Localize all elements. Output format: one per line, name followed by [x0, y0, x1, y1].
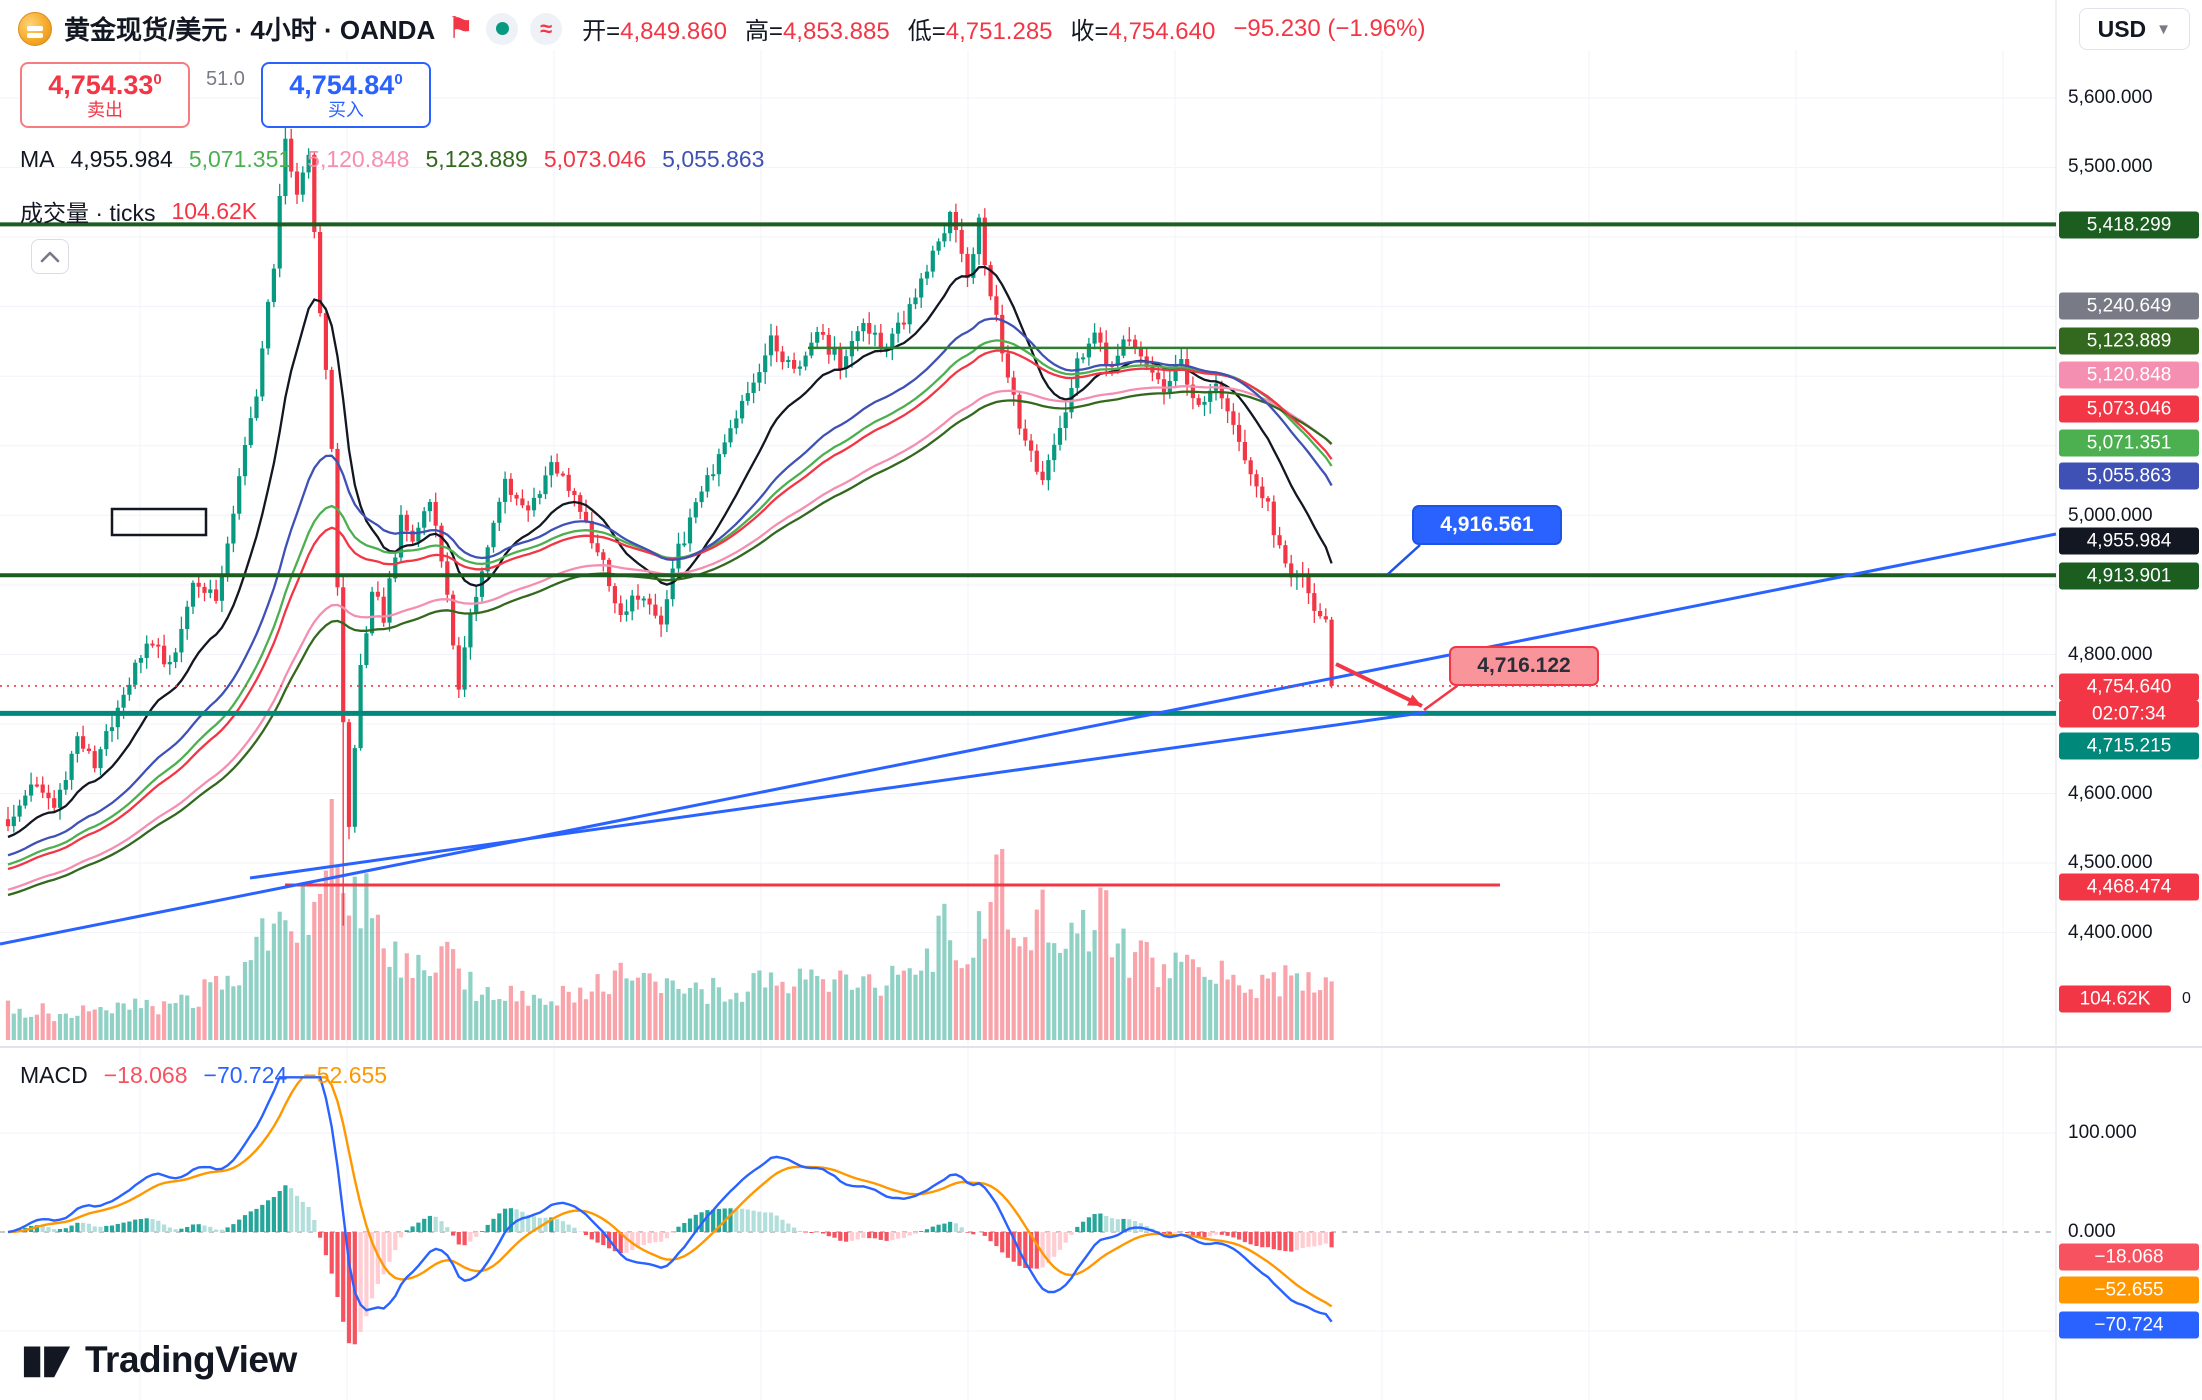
- axis-price-label: 5,055.863: [2059, 462, 2199, 490]
- tradingview-logo[interactable]: TradingView: [22, 1336, 297, 1384]
- market-status-icon: [486, 12, 519, 45]
- symbol-title: 黄金现货/美元 · 4小时 · OANDA: [64, 15, 436, 45]
- low-value: 4,751.285: [945, 18, 1053, 45]
- open-value: 4,849.860: [620, 18, 727, 45]
- macd-legend-values: −18.068 −70.724 −52.655: [104, 1062, 387, 1089]
- sell-label: 卖出: [87, 100, 123, 121]
- currency-label: USD: [2097, 15, 2147, 42]
- axis-price-label: 4,754.640: [2059, 673, 2199, 701]
- axis-tick: 0.000: [2068, 1221, 2116, 1242]
- macd-values-item: −18.068: [103, 1062, 188, 1088]
- ma-legend-label: MA: [20, 146, 55, 172]
- price-callout[interactable]: 4,916.561: [1412, 505, 1562, 545]
- open-label: 开=: [582, 18, 621, 45]
- chart-legend-header[interactable]: 黄金现货/美元 · 4小时 · OANDA ⚑ ≈ 开=4,849.860 高=…: [18, 10, 1425, 47]
- axis-price-label: −52.655: [2059, 1276, 2199, 1304]
- axis-price-label: 4,913.901: [2059, 562, 2199, 590]
- macd-legend-label: MACD: [20, 1062, 88, 1088]
- chevron-up-icon: [40, 251, 60, 262]
- axis-price-label: 4,468.474: [2059, 873, 2199, 901]
- axis-price-label: 5,418.299: [2059, 211, 2199, 239]
- axis-tick: 100.000: [2068, 1122, 2137, 1143]
- volume-legend[interactable]: 成交量 · ticks 104.62K: [20, 194, 257, 228]
- high-value: 4,853.885: [782, 18, 890, 45]
- volume-legend-label: 成交量 · ticks: [20, 200, 156, 226]
- ma-values-item: 5,071.351: [188, 146, 292, 172]
- axis-tick: 5,600.000: [2068, 87, 2153, 108]
- macd-values-item: −52.655: [303, 1062, 388, 1088]
- macd-legend[interactable]: MACD −18.068 −70.724 −52.655: [20, 1062, 387, 1089]
- flag-icon: ⚑: [447, 11, 475, 45]
- axis-price-label: 4,715.215: [2059, 732, 2199, 760]
- change-readout: −95.230 (−1.96%): [1233, 14, 1426, 42]
- axis-price-label: −70.724: [2059, 1311, 2199, 1339]
- sell-price: 4,754.33: [48, 69, 154, 100]
- buy-price: 4,754.84: [289, 69, 395, 100]
- axis-tick: 5,500.000: [2068, 156, 2153, 177]
- ma-values-item: 5,055.863: [662, 146, 765, 172]
- axis-tick: 5,000.000: [2068, 505, 2153, 526]
- axis-tick: 4,500.000: [2068, 852, 2153, 873]
- axis-price-label: 5,240.649: [2059, 292, 2199, 320]
- ma-values-item: 5,073.046: [543, 146, 647, 172]
- wave-status-icon: ≈: [530, 12, 563, 45]
- ma-legend[interactable]: MA 4,955.984 5,071.351 5,120.848 5,123.889 5…: [20, 146, 764, 173]
- ma-values-item: 5,120.848: [307, 146, 410, 172]
- price-scale[interactable]: 5,600.000 5,500.000 5,000.000 4,800.000 4,60…: [2056, 0, 2202, 1400]
- axis-price-label: 5,120.848: [2059, 361, 2199, 389]
- axis-tick: 0: [2182, 990, 2191, 1007]
- axis-tick: 4,600.000: [2068, 783, 2153, 804]
- axis-price-label: 104.62K: [2059, 985, 2171, 1013]
- ohlc-readout: 开=4,849.860 高=4,853.885 低=4,751.285 收=4,…: [582, 11, 1425, 46]
- high-label: 高=: [744, 18, 783, 45]
- macd-values-item: −70.724: [203, 1062, 288, 1088]
- sell-button[interactable]: 4,754.330 卖出: [20, 62, 190, 128]
- ma-legend-values: 4,955.984 5,071.351 5,120.848 5,123.889 5,07…: [71, 146, 765, 173]
- axis-price-label: 4,955.984: [2059, 527, 2199, 555]
- legend-collapse-button[interactable]: [31, 239, 69, 274]
- gold-symbol-icon: [18, 11, 52, 46]
- currency-selector[interactable]: USD ▼: [2078, 8, 2190, 50]
- chevron-down-icon: ▼: [2156, 20, 2171, 38]
- tradingview-mark-icon: [23, 1346, 71, 1378]
- axis-tick: 4,800.000: [2068, 644, 2153, 665]
- ma-values-item: 5,123.889: [425, 146, 528, 172]
- axis-tick: 4,400.000: [2068, 922, 2153, 943]
- sell-price-pip: 0: [153, 70, 162, 88]
- axis-price-label: −18.068: [2059, 1243, 2199, 1271]
- buy-price-pip: 0: [394, 70, 403, 88]
- tradingview-logo-text: TradingView: [85, 1339, 297, 1380]
- buy-button[interactable]: 4,754.840 买入: [260, 62, 431, 128]
- price-callout[interactable]: 4,716.122: [1449, 646, 1599, 686]
- close-value: 4,754.640: [1108, 18, 1216, 45]
- spread-value: 51.0: [206, 68, 245, 90]
- close-label: 收=: [1070, 18, 1109, 45]
- axis-price-label: 5,071.351: [2059, 429, 2199, 457]
- ma-values-item: 4,955.984: [70, 146, 173, 172]
- volume-legend-value: 104.62K: [171, 197, 258, 224]
- trade-panel: 4,754.330 卖出 51.0 4,754.840 买入: [20, 62, 431, 128]
- axis-price-label: 02:07:34: [2059, 700, 2199, 728]
- buy-label: 买入: [327, 100, 364, 121]
- low-label: 低=: [907, 18, 946, 45]
- axis-price-label: 5,073.046: [2059, 395, 2199, 423]
- axis-price-label: 5,123.889: [2059, 327, 2199, 355]
